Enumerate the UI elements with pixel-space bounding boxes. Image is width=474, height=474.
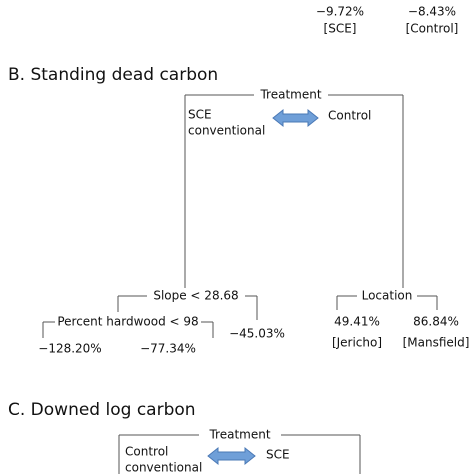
group-label: SCE bbox=[188, 108, 212, 122]
double-arrow bbox=[207, 446, 256, 466]
group-label: Control bbox=[125, 445, 168, 459]
leaf-value: 49.41% bbox=[334, 315, 380, 329]
leaf-value: 86.84% bbox=[413, 315, 459, 329]
group-label: Control bbox=[328, 109, 371, 123]
group-label: SCE bbox=[266, 448, 290, 462]
leaf-value: −9.72% bbox=[316, 5, 364, 19]
panel-title: C. Downed log carbon bbox=[8, 400, 196, 420]
node-label: Location bbox=[362, 289, 413, 303]
leaf-label: [Control] bbox=[406, 22, 459, 36]
leaf-value: −8.43% bbox=[408, 5, 456, 19]
leaf-label: [Mansfield] bbox=[403, 336, 470, 350]
group-label: conventional bbox=[188, 124, 265, 138]
tree-lines bbox=[42, 94, 438, 338]
leaf-value: −77.34% bbox=[140, 342, 196, 356]
group-label: conventional bbox=[125, 461, 202, 474]
leaf-label: [Jericho] bbox=[332, 336, 382, 350]
tree-lines bbox=[118, 434, 361, 474]
node-label: Slope < 28.68 bbox=[153, 289, 238, 303]
leaf-value: −45.03% bbox=[229, 327, 285, 341]
leaf-value: −128.20% bbox=[38, 342, 101, 356]
node-label: Percent hardwood < 98 bbox=[57, 315, 198, 329]
double-arrow bbox=[272, 108, 319, 128]
node-label: Treatment bbox=[208, 428, 270, 442]
leaf-label: [SCE] bbox=[324, 22, 357, 36]
panel-title: B. Standing dead carbon bbox=[8, 65, 218, 85]
node-label: Treatment bbox=[259, 88, 321, 102]
